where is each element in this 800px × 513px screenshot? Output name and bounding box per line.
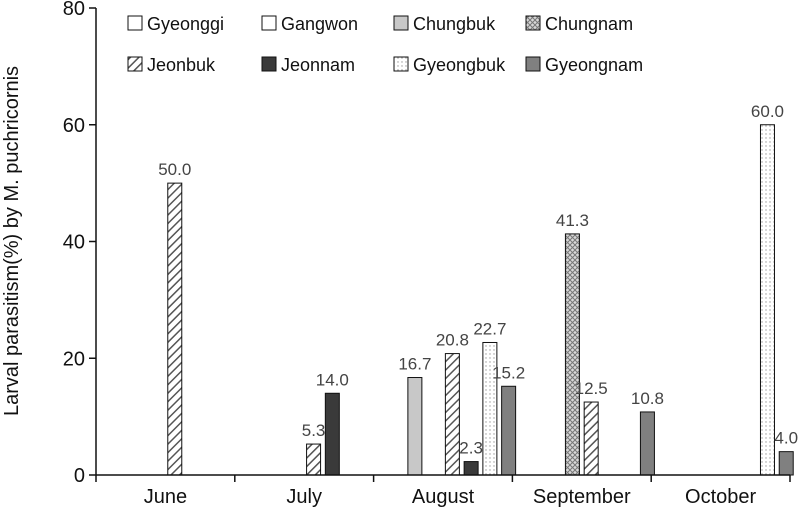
bar bbox=[564, 233, 580, 476]
x-tick-label: October bbox=[685, 486, 756, 508]
legend-swatch bbox=[525, 15, 541, 31]
legend-label: Gyeongbuk bbox=[413, 55, 506, 75]
data-label: 4.0 bbox=[774, 429, 798, 448]
legend-label: Chungbuk bbox=[413, 14, 496, 34]
data-label: 20.8 bbox=[436, 331, 469, 350]
legend-label: Gyeongnam bbox=[545, 55, 643, 75]
bar bbox=[639, 411, 655, 476]
x-tick-label: August bbox=[412, 486, 475, 508]
bar bbox=[583, 401, 599, 476]
y-axis-title: Larval parasitism(%) by M. puchricornis bbox=[1, 66, 23, 416]
y-tick-label: 0 bbox=[74, 465, 85, 487]
x-tick-label: June bbox=[144, 486, 187, 508]
data-label: 60.0 bbox=[751, 102, 784, 121]
data-label: 12.5 bbox=[575, 379, 608, 398]
y-tick-label: 20 bbox=[63, 348, 85, 370]
data-label: 41.3 bbox=[556, 211, 589, 230]
bar bbox=[501, 385, 517, 476]
x-axis-categories: June July August September October bbox=[95, 475, 791, 508]
data-label: 10.8 bbox=[631, 389, 664, 408]
legend-swatch bbox=[525, 56, 541, 72]
data-label: 15.2 bbox=[492, 363, 525, 382]
data-label: 2.3 bbox=[459, 439, 483, 458]
legend-swatch bbox=[393, 15, 409, 31]
legend-swatch bbox=[393, 56, 409, 72]
y-tick-label: 60 bbox=[63, 115, 85, 137]
x-tick-label: July bbox=[286, 486, 322, 508]
bar bbox=[463, 461, 479, 476]
legend-swatch bbox=[261, 56, 277, 72]
bar bbox=[444, 353, 460, 476]
data-labels-group: 50.0 5.3 14.0 16.7 20.8 2.3 22.7 15.2 41.3 12.5 10… bbox=[158, 102, 798, 458]
bars-group bbox=[167, 124, 794, 476]
data-label: 14.0 bbox=[316, 370, 349, 389]
legend-label: Gangwon bbox=[281, 14, 358, 34]
bar bbox=[167, 182, 183, 476]
bar bbox=[407, 377, 423, 476]
x-tick-label: September bbox=[533, 486, 631, 508]
legend-label: Gyeonggi bbox=[147, 14, 224, 34]
legend-label: Jeonbuk bbox=[147, 55, 216, 75]
bar bbox=[306, 443, 322, 476]
y-axis: 0 20 40 60 80 bbox=[63, 0, 96, 487]
y-tick-label: 80 bbox=[63, 0, 85, 20]
data-label: 5.3 bbox=[302, 421, 326, 440]
legend-label: Chungnam bbox=[545, 14, 633, 34]
y-tick-label: 40 bbox=[63, 232, 85, 254]
data-label: 22.7 bbox=[473, 319, 506, 338]
data-label: 50.0 bbox=[158, 160, 191, 179]
bar bbox=[778, 451, 794, 476]
legend-swatch bbox=[127, 15, 143, 31]
legend-label: Jeonnam bbox=[281, 55, 355, 75]
bar bbox=[324, 392, 340, 476]
legend: Gyeonggi Gangwon Chungbuk Chungnam Jeonbuk Je… bbox=[127, 14, 643, 75]
data-label: 16.7 bbox=[398, 355, 431, 374]
legend-swatch bbox=[127, 56, 143, 72]
legend-swatch bbox=[261, 15, 277, 31]
bar bbox=[759, 124, 775, 476]
